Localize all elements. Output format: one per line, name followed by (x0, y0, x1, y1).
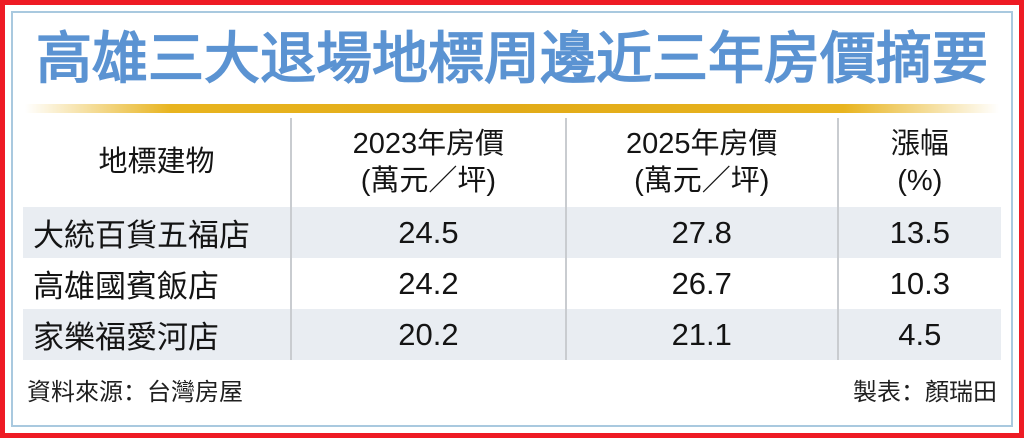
table-row-1-price-2023: 24.5 (289, 207, 565, 259)
column-header-label: 2025年房價 (625, 127, 778, 160)
price-table: 地標建物 2023年房價 (萬元／坪) 2025年房價 (萬元／坪) 漲幅 (%… (23, 118, 1001, 361)
title-underline-rule (25, 104, 999, 114)
table-row-2-price-2023: 24.2 (289, 258, 565, 310)
table-credit-note: 製表：顏瑞田 (853, 379, 997, 407)
column-header-unit: (萬元／坪) (634, 164, 770, 197)
table-row-3-landmark: 家樂福愛河店 (23, 309, 290, 361)
table-row-2-price-2025: 26.7 (564, 258, 837, 310)
column-header-label: 漲幅 (890, 127, 949, 160)
column-header-price-2023: 2023年房價 (萬元／坪) (289, 118, 565, 208)
footer: 資料來源：台灣房屋 製表：顏瑞田 (27, 372, 997, 407)
column-header-unit: (%) (897, 164, 943, 197)
table-row-3-price-2025: 21.1 (564, 309, 837, 361)
table-row-2-change: 10.3 (836, 258, 1001, 310)
page-title: 高雄三大退場地標周邊近三年房價摘要 (36, 27, 988, 90)
column-header-landmark: 地標建物 (23, 118, 290, 207)
table-row-1-change: 13.5 (836, 207, 1001, 259)
column-header-label: 2023年房價 (352, 127, 505, 160)
table-row-3-price-2023: 20.2 (289, 309, 565, 361)
card-inner-border: 高雄三大退場地標周邊近三年房價摘要 地標建物 2023年房價 (萬元／坪) 20… (11, 11, 1013, 427)
table-row-1-landmark: 大統百貨五福店 (23, 207, 290, 259)
table-row-1-price-2025: 27.8 (564, 207, 837, 259)
table-row-3-change: 4.5 (836, 309, 1001, 361)
column-header-label: 地標建物 (98, 146, 215, 179)
table-row-2-landmark: 高雄國賓飯店 (33, 269, 219, 305)
data-source-note: 資料來源：台灣房屋 (27, 379, 243, 407)
column-header-unit: (萬元／坪) (360, 164, 497, 197)
column-header-price-2025: 2025年房價 (萬元／坪) (564, 118, 837, 208)
column-header-change: 漲幅 (%) (836, 118, 1001, 208)
